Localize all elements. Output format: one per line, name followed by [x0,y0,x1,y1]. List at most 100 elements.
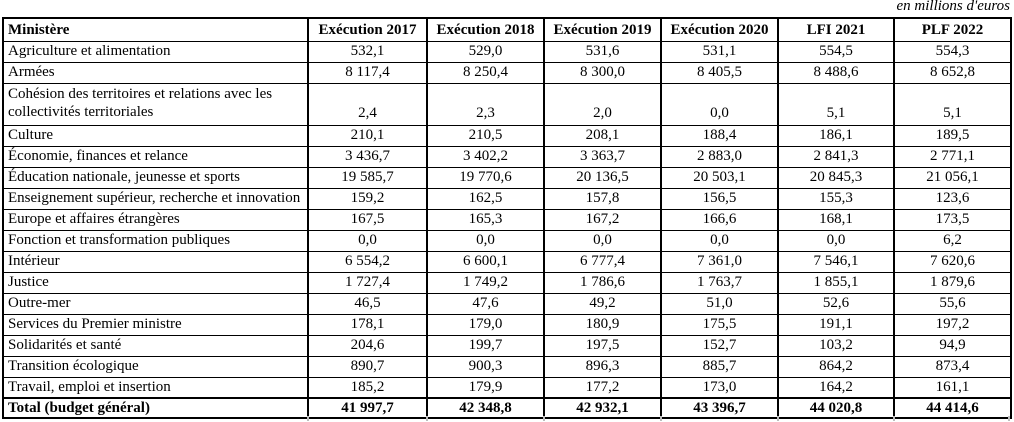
value-cell: 2 841,3 [777,145,895,168]
column-header: Exécution 2020 [660,17,779,42]
value-cell: 1 879,6 [893,271,1012,294]
value-cell: 1 727,4 [307,271,428,294]
value-cell: 179,0 [426,313,545,336]
value-cell: 173,0 [660,376,779,399]
value-cell: 20 136,5 [543,166,662,189]
value-cell: 19 770,6 [426,166,545,189]
column-header: Exécution 2018 [426,17,545,42]
value-cell: 6 777,4 [543,250,662,273]
ministry-name: Justice [2,271,309,294]
value-cell: 204,6 [307,334,428,357]
ministry-name: Travail, emploi et insertion [2,376,309,399]
ministry-name: Europe et affaires étrangères [2,208,309,231]
value-cell: 3 402,2 [426,145,545,168]
value-cell: 5,1 [893,82,1012,126]
gridline-stub [777,416,779,421]
value-cell: 55,6 [893,292,1012,315]
value-cell: 900,3 [426,355,545,378]
table-row: Solidarités et santé 204,6 199,7 197,5 152,7… [2,334,1012,357]
value-cell: 167,5 [307,208,428,231]
table-row: Armées 8 117,4 8 250,4 8 300,0 8 405,5 8 488,… [2,61,1012,84]
value-cell: 208,1 [543,124,662,147]
table-row: Culture 210,1 210,5 208,1 188,4 186,1 189,5 [2,124,1012,147]
table-row: Justice 1 727,4 1 749,2 1 786,6 1 763,7 1 855… [2,271,1012,294]
ministry-name: Agriculture et alimentation [2,40,309,63]
gridline-stub [426,416,428,421]
value-cell: 162,5 [426,187,545,210]
gridline-stub [307,416,309,421]
value-cell: 197,2 [893,313,1012,336]
value-cell: 0,0 [543,229,662,252]
table-row: Fonction et transformation publiques 0,0 0… [2,229,1012,252]
total-value-cell: 41 997,7 [307,396,428,419]
table-row: Agriculture et alimentation 532,1 529,0 531… [2,40,1012,63]
ministry-name: Enseignement supérieur, recherche et inn… [2,187,309,210]
ministry-name: Économie, finances et relance [2,145,309,168]
value-cell: 197,5 [543,334,662,357]
ministry-name: Transition écologique [2,355,309,378]
gridline-stub [660,416,662,421]
value-cell: 165,3 [426,208,545,231]
value-cell: 873,4 [893,355,1012,378]
value-cell: 8 250,4 [426,61,545,84]
value-cell: 159,2 [307,187,428,210]
value-cell: 2 883,0 [660,145,779,168]
header-row: Ministère Exécution 2017 Exécution 2018 Exé… [2,17,1012,42]
value-cell: 532,1 [307,40,428,63]
value-cell: 6 554,2 [307,250,428,273]
value-cell: 0,0 [307,229,428,252]
total-value-cell: 43 396,7 [660,396,779,419]
value-cell: 8 652,8 [893,61,1012,84]
value-cell: 896,3 [543,355,662,378]
value-cell: 531,6 [543,40,662,63]
value-cell: 210,5 [426,124,545,147]
gridline-stub [543,416,545,421]
table-row: Services du Premier ministre 178,1 179,0 18… [2,313,1012,336]
value-cell: 21 056,1 [893,166,1012,189]
gridline-stub [1008,416,1010,421]
value-cell: 2,0 [543,82,662,126]
value-cell: 157,8 [543,187,662,210]
value-cell: 189,5 [893,124,1012,147]
ministry-name: Culture [2,124,309,147]
value-cell: 179,9 [426,376,545,399]
table-row: Cohésion des territoires et relations av… [2,82,1012,126]
value-cell: 5,1 [777,82,895,126]
value-cell: 1 855,1 [777,271,895,294]
value-cell: 164,2 [777,376,895,399]
column-header: LFI 2021 [777,17,895,42]
value-cell: 167,2 [543,208,662,231]
value-cell: 0,0 [660,229,779,252]
value-cell: 2,3 [426,82,545,126]
value-cell: 175,5 [660,313,779,336]
value-cell: 8 488,6 [777,61,895,84]
value-cell: 52,6 [777,292,895,315]
value-cell: 6,2 [893,229,1012,252]
value-cell: 123,6 [893,187,1012,210]
value-cell: 8 405,5 [660,61,779,84]
value-cell: 161,1 [893,376,1012,399]
column-header: PLF 2022 [893,17,1012,42]
ministry-name: Intérieur [2,250,309,273]
value-cell: 885,7 [660,355,779,378]
value-cell: 188,4 [660,124,779,147]
value-cell: 51,0 [660,292,779,315]
table-row: Intérieur 6 554,2 6 600,1 6 777,4 7 361,0 7 5… [2,250,1012,273]
value-cell: 166,6 [660,208,779,231]
value-cell: 210,1 [307,124,428,147]
value-cell: 1 786,6 [543,271,662,294]
value-cell: 8 300,0 [543,61,662,84]
value-cell: 199,7 [426,334,545,357]
value-cell: 0,0 [777,229,895,252]
value-cell: 3 363,7 [543,145,662,168]
units-note: en millions d'euros [896,0,1010,14]
value-cell: 177,2 [543,376,662,399]
ministry-name: Solidarités et santé [2,334,309,357]
value-cell: 7 546,1 [777,250,895,273]
value-cell: 8 117,4 [307,61,428,84]
value-cell: 46,5 [307,292,428,315]
table-row: Économie, finances et relance 3 436,7 3 40… [2,145,1012,168]
value-cell: 0,0 [426,229,545,252]
total-value-cell: 42 932,1 [543,396,662,419]
value-cell: 1 749,2 [426,271,545,294]
